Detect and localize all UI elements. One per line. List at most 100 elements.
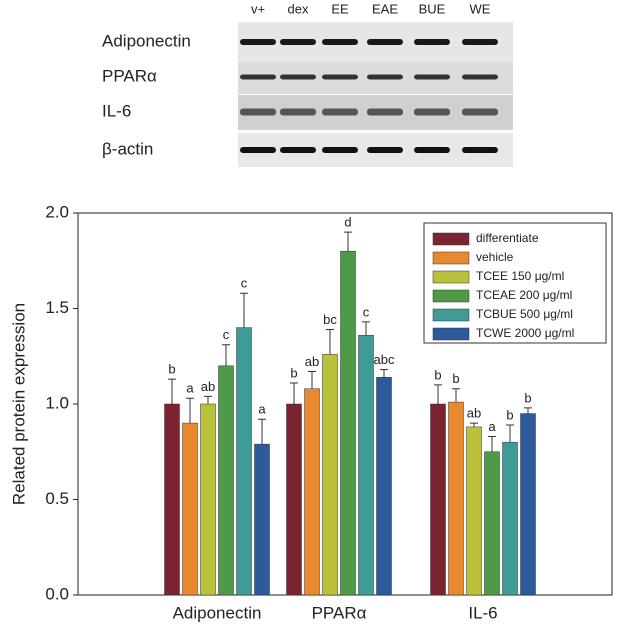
significance-label: b	[506, 407, 513, 422]
legend-swatch	[432, 327, 470, 341]
error-bar	[222, 344, 230, 366]
blot-band	[462, 108, 498, 116]
legend-label: TCWE 2000 μg/ml	[476, 326, 574, 340]
error-bar	[488, 435, 496, 452]
blot-band	[322, 74, 358, 80]
row-label: β-actin	[102, 139, 153, 158]
x-tick-label: PPARα	[312, 603, 367, 622]
y-tick-label: 2.0	[45, 202, 69, 221]
error-bar	[204, 395, 212, 404]
bar	[218, 365, 234, 596]
lane-label: EE	[331, 1, 349, 16]
blot-band	[414, 74, 450, 80]
blot-band	[462, 147, 498, 153]
row-label: IL-6	[102, 101, 131, 120]
significance-label: abc	[374, 352, 395, 367]
y-tick-label: 0.0	[45, 584, 69, 603]
bar	[502, 441, 518, 596]
legend-label: vehicle	[476, 250, 514, 264]
x-tick-label: IL-6	[468, 603, 497, 622]
bar	[182, 422, 198, 596]
error-bar	[380, 369, 388, 378]
blot-band	[322, 39, 358, 45]
bar	[200, 403, 216, 596]
blot-band	[280, 74, 316, 80]
significance-label: a	[488, 419, 496, 434]
blot-band	[414, 39, 450, 45]
bar	[520, 413, 536, 596]
blot-band	[414, 108, 450, 116]
significance-label: b	[168, 362, 175, 377]
blot-band	[240, 147, 276, 153]
error-bar	[290, 382, 298, 404]
significance-label: b	[452, 371, 459, 386]
error-bar	[434, 384, 442, 404]
y-tick-label: 1.0	[45, 393, 69, 412]
legend-label: TCEE 150 μg/ml	[476, 269, 564, 283]
legend-swatch	[432, 232, 470, 246]
significance-label: a	[258, 402, 266, 417]
legend-swatch	[432, 251, 470, 265]
blot-band	[367, 39, 403, 45]
x-tick-label: Adiponectin	[173, 603, 262, 622]
error-bar	[452, 388, 460, 403]
row-label: PPARα	[102, 66, 157, 85]
blot-band	[322, 108, 358, 116]
significance-label: d	[344, 215, 351, 230]
lane-label: v+	[251, 1, 265, 16]
legend-swatch	[432, 270, 470, 284]
error-bar	[524, 407, 532, 414]
significance-label: b	[290, 365, 297, 380]
bar	[254, 443, 270, 596]
lane-label: WE	[470, 1, 491, 16]
blot-band	[367, 108, 403, 116]
bar	[466, 426, 482, 596]
blot-band	[280, 108, 316, 116]
bar	[358, 334, 374, 596]
significance-label: b	[434, 367, 441, 382]
y-tick-label: 1.5	[45, 298, 69, 317]
bar	[236, 327, 252, 596]
blot-band	[240, 108, 276, 116]
error-bar	[186, 397, 194, 424]
legend-swatch	[432, 308, 470, 322]
bar	[448, 401, 464, 596]
legend-label: differentiate	[476, 231, 539, 245]
significance-label: b	[524, 390, 531, 405]
error-bar	[240, 292, 248, 328]
significance-label: ab	[467, 406, 481, 421]
bar	[340, 250, 356, 596]
bar	[484, 451, 500, 596]
error-bar	[470, 422, 478, 427]
error-bar	[362, 321, 370, 336]
bar	[164, 403, 180, 596]
blot-band	[322, 147, 358, 153]
bar	[286, 403, 302, 596]
blot-band	[462, 39, 498, 45]
error-bar	[308, 371, 316, 389]
bar	[322, 354, 338, 596]
blot-band	[240, 39, 276, 45]
error-bar	[344, 231, 352, 252]
bar	[430, 403, 446, 596]
bar	[304, 388, 320, 596]
lane-label: EAE	[372, 1, 398, 16]
significance-label: ab	[305, 354, 319, 369]
significance-label: c	[223, 327, 230, 342]
error-bar	[168, 378, 176, 404]
significance-label: ab	[201, 379, 215, 394]
lane-label: dex	[288, 1, 309, 16]
error-bar	[326, 329, 334, 355]
blot-band	[462, 74, 498, 80]
legend-label: TCBUE 500 μg/ml	[476, 307, 573, 321]
blot-band	[414, 147, 450, 153]
blot-band	[240, 74, 276, 80]
y-axis-label: Related protein expression	[9, 303, 28, 505]
significance-label: c	[241, 276, 248, 291]
blot-band	[280, 39, 316, 45]
error-bar	[506, 424, 514, 443]
legend-label: TCEAE 200 μg/ml	[476, 288, 572, 302]
blot-band	[280, 147, 316, 153]
